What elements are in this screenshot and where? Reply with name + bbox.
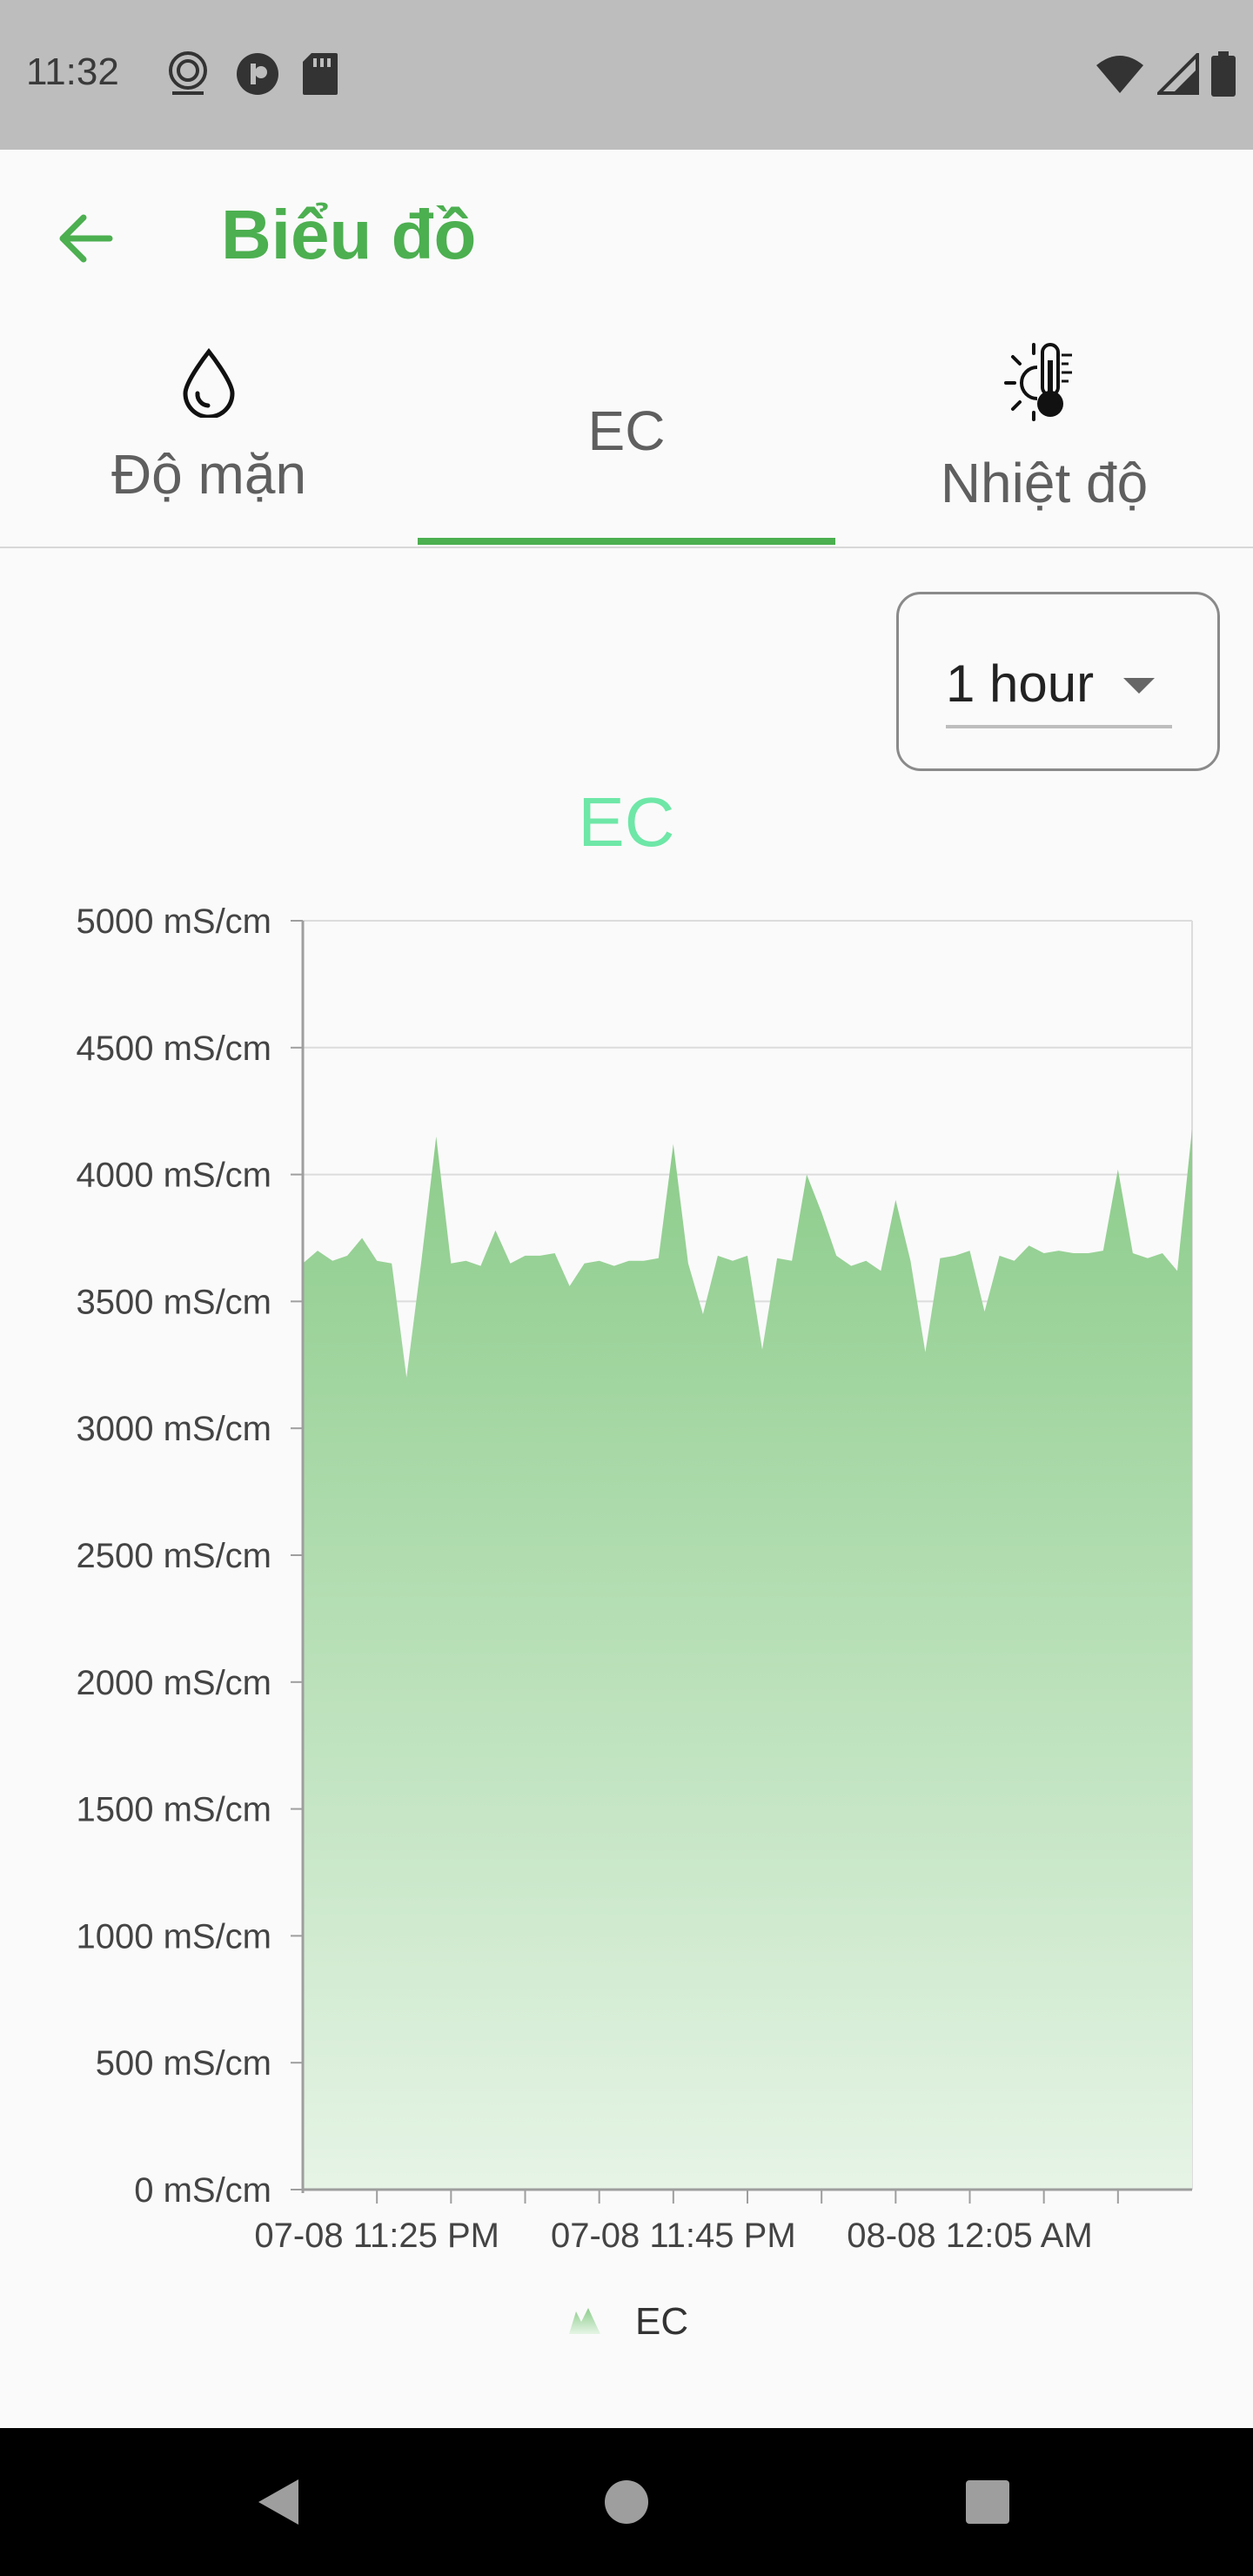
y-tick-label: 4500 mS/cm: [76, 1030, 271, 1068]
tab-bar: Độ mặn EC Nhiệt độ: [0, 320, 1253, 548]
y-tick-label: 0 mS/cm: [134, 2171, 271, 2210]
y-tick-label: 3000 mS/cm: [76, 1410, 271, 1448]
y-tick-label: 3500 mS/cm: [76, 1283, 271, 1321]
status-bar: 11:32: [0, 0, 1253, 150]
period-dropdown-value: 1 hour: [946, 654, 1095, 713]
recents-square-icon: [966, 2480, 1009, 2524]
x-tick-label: 07-08 11:25 PM: [254, 2217, 499, 2255]
tab-label-salinity: Độ mặn: [111, 443, 307, 506]
y-tick-label: 2000 mS/cm: [76, 1664, 271, 1702]
nav-recents-button[interactable]: [948, 2463, 1027, 2541]
sd-card-icon: [303, 53, 338, 95]
x-tick-label: 08-08 12:05 AM: [847, 2217, 1092, 2255]
y-tick-label: 4000 mS/cm: [76, 1157, 271, 1195]
water-drop-icon: [183, 348, 235, 418]
system-nav-bar: [0, 2428, 1253, 2576]
arrow-left-icon: [59, 214, 113, 263]
home-circle-icon: [605, 2480, 648, 2524]
chart-legend: EC: [569, 2300, 688, 2343]
legend-swatch-ec: [569, 2308, 600, 2334]
chart-title: EC: [578, 783, 674, 861]
ec-chart: EC 0 mS/cm 500 mS/cm 1000 mS/cm 1500 mS/cm 2…: [76, 783, 1193, 2343]
back-triangle-icon: [258, 2479, 298, 2525]
tab-temperature[interactable]: Nhiệt độ: [835, 320, 1253, 547]
y-tick-label: 1000 mS/cm: [76, 1917, 271, 1955]
tab-ec[interactable]: EC: [418, 320, 835, 547]
legend-label-ec: EC: [635, 2300, 688, 2343]
y-tick-label: 2500 mS/cm: [76, 1537, 271, 1575]
status-icons-right: [1095, 44, 1236, 104]
y-tick-label: 1500 mS/cm: [76, 1791, 271, 1829]
y-tick-label: 5000 mS/cm: [76, 902, 271, 941]
page-title: Biểu đồ: [221, 196, 477, 273]
x-axis-ticks: 07-08 11:25 PM 07-08 11:45 PM 08-08 12:05 …: [254, 2190, 1119, 2255]
notification-icon: [237, 53, 278, 95]
app-logo-icon: [169, 51, 207, 95]
app-bar: Biểu đồ: [0, 150, 1253, 320]
signal-icon: [1157, 53, 1199, 95]
tab-salinity[interactable]: Độ mặn: [0, 320, 418, 547]
selected-tab-indicator: [418, 538, 835, 545]
back-button[interactable]: [50, 204, 120, 273]
y-tick-label: 500 mS/cm: [96, 2044, 271, 2083]
x-tick-label: 07-08 11:45 PM: [551, 2217, 796, 2255]
nav-home-button[interactable]: [587, 2463, 666, 2541]
battery-icon: [1211, 51, 1236, 97]
status-time: 11:32: [26, 50, 119, 93]
period-dropdown[interactable]: 1 hour: [896, 592, 1220, 771]
thermometer-sun-icon: [1004, 343, 1072, 421]
ec-series-area: [303, 1129, 1192, 2190]
chevron-down-icon: [1123, 678, 1155, 694]
status-icons-left: [162, 44, 339, 104]
period-dropdown-underline: [946, 725, 1172, 728]
y-axis-ticks: 0 mS/cm 500 mS/cm 1000 mS/cm 1500 mS/cm 2000…: [76, 902, 303, 2210]
tab-label-ec: EC: [587, 399, 666, 462]
tab-label-temperature: Nhiệt độ: [940, 452, 1149, 514]
wifi-icon: [1096, 56, 1143, 93]
nav-back-button[interactable]: [238, 2463, 317, 2541]
